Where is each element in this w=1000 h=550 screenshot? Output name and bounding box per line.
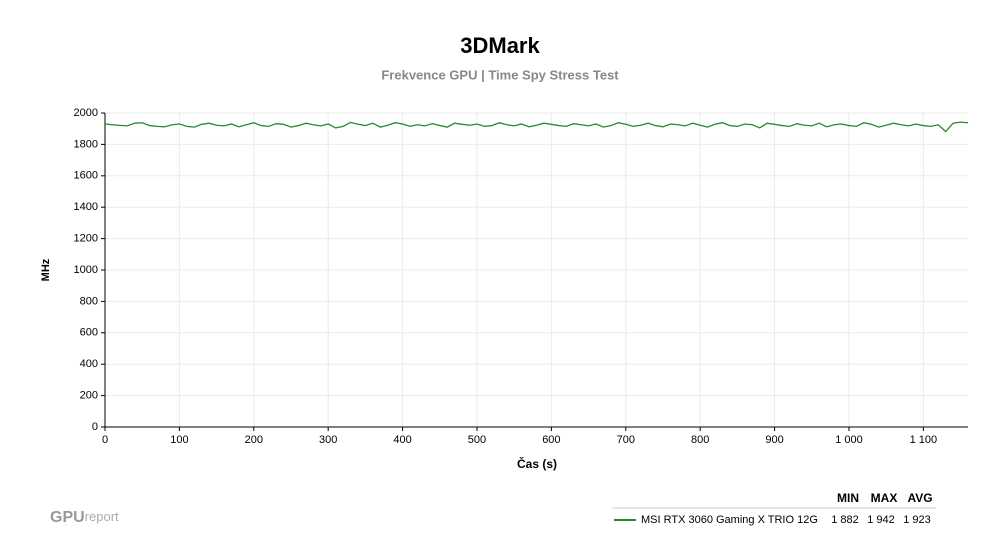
x-tick-label: 800 [691,434,709,446]
x-tick-label: 100 [170,434,188,446]
y-tick-label: 2000 [74,107,98,119]
x-tick-label: 300 [319,434,337,446]
legend-stat: 1 923 [903,514,931,526]
y-tick-label: 200 [80,390,98,402]
x-tick-label: 900 [765,434,783,446]
watermark-bold: GPU [50,509,85,526]
y-tick-label: 1400 [74,201,98,213]
x-tick-label: 1 100 [910,434,938,446]
x-tick-label: 600 [542,434,560,446]
watermark: GPUreport [50,509,119,526]
x-axis-label: Čas (s) [517,456,557,471]
y-tick-label: 0 [92,421,98,433]
y-tick-label: 1200 [74,233,98,245]
line-series [104,121,969,133]
watermark-light: report [85,509,119,524]
chart-title: 3DMark [460,33,540,58]
legend-header: MAX [871,491,898,505]
legend-header: MIN [837,491,859,505]
y-tick-label: 1000 [74,264,98,276]
x-tick-label: 400 [393,434,411,446]
y-tick-label: 1800 [74,138,98,150]
legend-stat: 1 882 [831,514,859,526]
y-tick-label: 1600 [74,170,98,182]
y-tick-label: 400 [80,358,98,370]
x-tick-label: 200 [245,434,263,446]
x-tick-label: 500 [468,434,486,446]
x-tick-label: 1 000 [835,434,863,446]
y-tick-label: 600 [80,327,98,339]
chart-subtitle: Frekvence GPU | Time Spy Stress Test [381,67,619,82]
y-tick-label: 800 [80,295,98,307]
legend-header: AVG [907,491,932,505]
x-tick-label: 0 [102,434,108,446]
x-tick-label: 700 [617,434,635,446]
legend-stat: 1 942 [867,514,895,526]
legend-label: MSI RTX 3060 Gaming X TRIO 12G [641,514,818,526]
y-axis-label: MHz [40,258,52,281]
